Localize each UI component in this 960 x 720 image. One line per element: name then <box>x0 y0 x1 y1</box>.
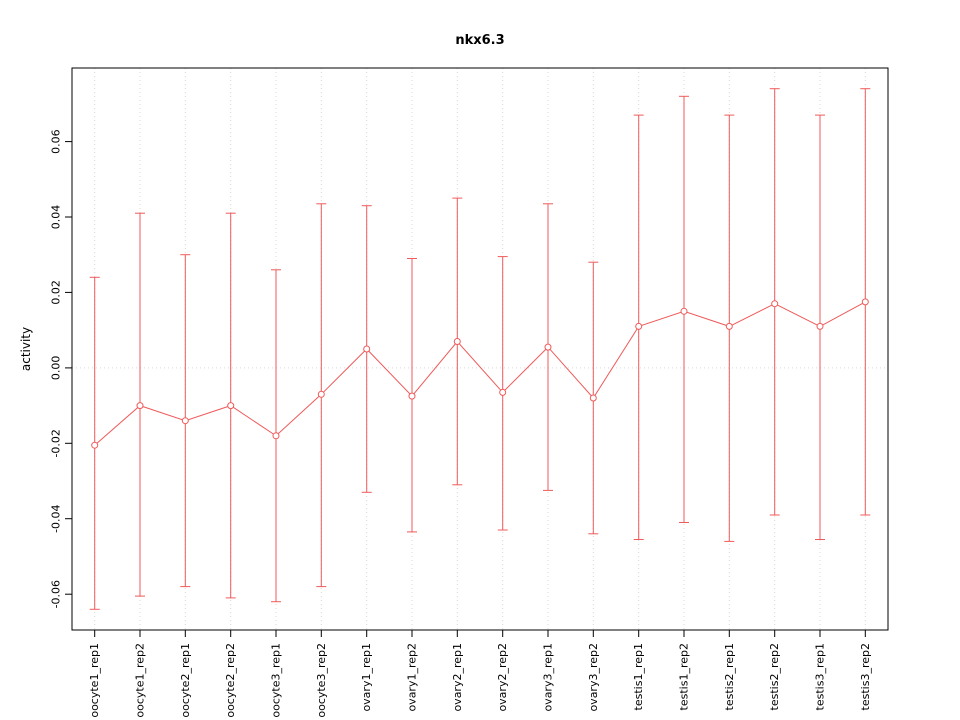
x-tick-label: ovary3_rep1 <box>542 643 555 712</box>
x-tick-label: ovary2_rep2 <box>496 643 509 712</box>
y-tick-label: -0.06 <box>50 580 63 608</box>
x-tick-label: oocyte1_rep1 <box>88 643 101 718</box>
x-tick-label: ovary3_rep2 <box>587 643 600 712</box>
data-point <box>317 390 325 398</box>
data-point <box>771 300 779 308</box>
y-tick-label: 0.06 <box>50 129 63 154</box>
x-tick-label: testis3_rep2 <box>859 643 872 710</box>
data-point <box>589 394 597 402</box>
x-tick-label: ovary1_rep1 <box>360 643 373 712</box>
chart-title: nkx6.3 <box>455 33 505 48</box>
x-tick-label: testis3_rep1 <box>814 643 827 710</box>
data-point <box>227 402 235 410</box>
y-tick-label: 0.04 <box>50 205 63 230</box>
x-tick-label: oocyte3_rep1 <box>270 643 283 718</box>
y-tick-label: 0.00 <box>50 356 63 381</box>
data-point <box>181 417 189 425</box>
data-point <box>499 388 507 396</box>
x-tick-label: testis2_rep1 <box>723 643 736 710</box>
data-point <box>453 338 461 345</box>
data-point <box>91 441 99 449</box>
y-tick-label: -0.04 <box>50 504 63 532</box>
data-point <box>635 322 643 330</box>
x-tick-label: oocyte2_rep1 <box>179 643 192 718</box>
x-tick-label: testis1_rep2 <box>678 643 691 710</box>
x-tick-label: oocyte3_rep2 <box>315 643 328 718</box>
x-tick-label: oocyte2_rep2 <box>224 643 237 718</box>
data-point <box>363 345 371 353</box>
series-line <box>94 301 866 446</box>
y-tick-label: -0.02 <box>50 429 63 457</box>
data-point <box>861 298 869 306</box>
data-point <box>544 343 552 351</box>
x-tick-label: testis1_rep1 <box>632 643 645 710</box>
data-point <box>408 392 416 400</box>
plot-frame <box>71 67 889 631</box>
data-point <box>725 322 733 330</box>
x-tick-label: ovary1_rep2 <box>406 643 419 712</box>
data-point <box>272 432 280 440</box>
x-tick-label: testis2_rep2 <box>768 643 781 710</box>
x-tick-label: ovary2_rep1 <box>451 643 464 712</box>
data-point <box>680 307 688 315</box>
data-point <box>816 322 824 330</box>
x-tick-label: oocyte1_rep2 <box>134 643 147 718</box>
y-tick-label: 0.02 <box>50 280 63 305</box>
data-point <box>136 402 144 410</box>
